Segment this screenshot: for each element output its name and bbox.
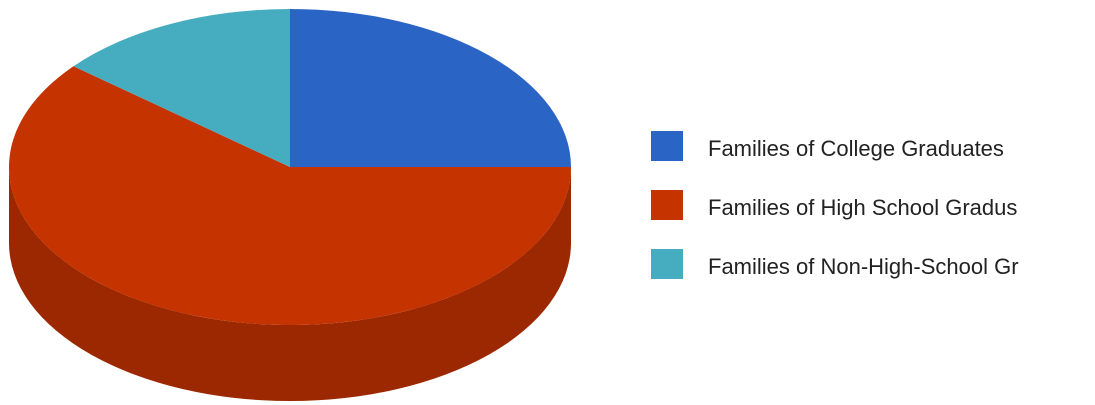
- legend: Families of College Graduates Families o…: [651, 131, 1019, 279]
- pie-slice-college-graduates: [290, 9, 571, 167]
- legend-label-high-school-graduates: Families of High School Gradus: [708, 195, 1017, 220]
- pie-top: [9, 9, 571, 325]
- legend-swatch-high-school-graduates: [651, 190, 683, 220]
- legend-label-college-graduates: Families of College Graduates: [708, 136, 1004, 161]
- legend-swatch-college-graduates: [651, 131, 683, 161]
- legend-swatch-non-high-school-graduates: [651, 249, 683, 279]
- legend-label-non-high-school-graduates: Families of Non-High-School Gr: [708, 254, 1019, 279]
